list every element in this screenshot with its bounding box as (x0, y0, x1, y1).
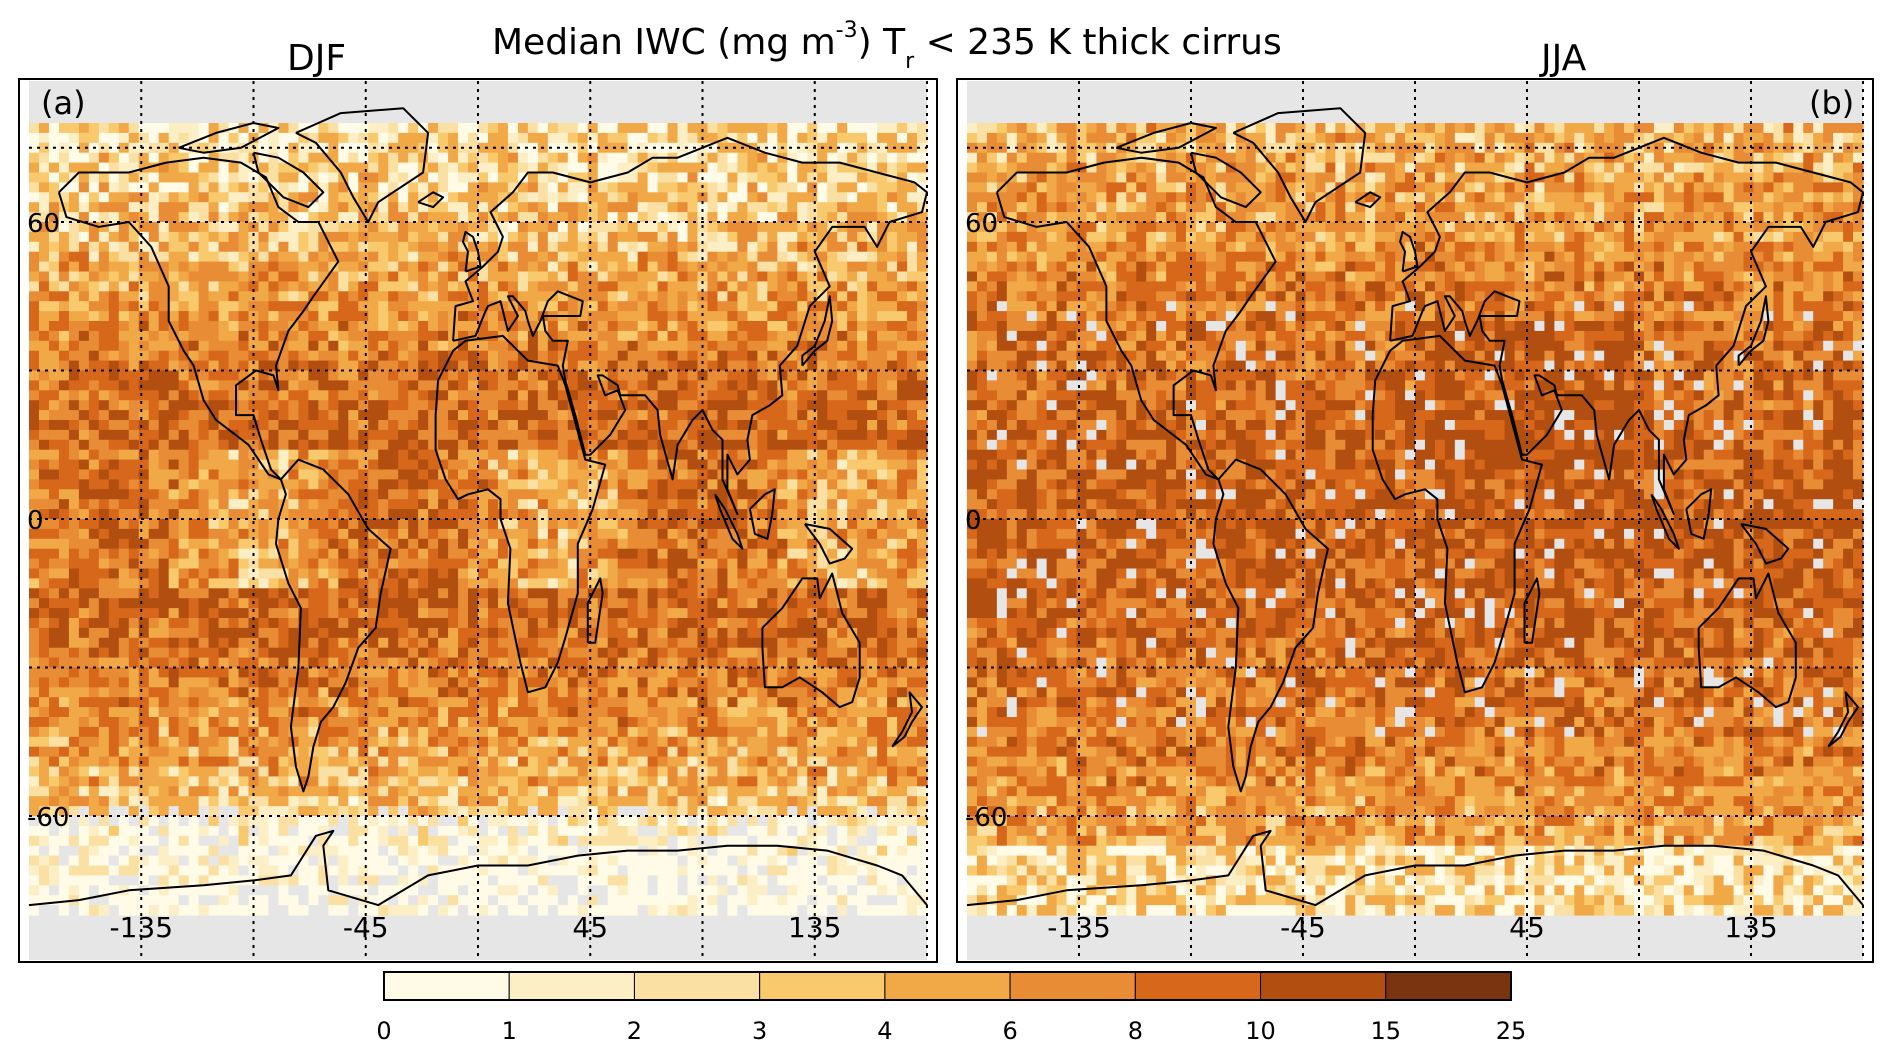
colorbar-swatch (508, 971, 635, 1001)
lon-label: -45 (1280, 911, 1326, 944)
panel-a-title: DJF (287, 38, 347, 79)
colorbar-tick-label: 2 (626, 1017, 643, 1045)
panel-b-title: JJA (1541, 38, 1587, 79)
title-prefix: Median IWC (mg m (492, 22, 836, 63)
title-subscript: r (905, 49, 915, 75)
lat-label: 0 (27, 506, 44, 536)
panel-label: (b) (1809, 84, 1854, 122)
colorbar-tick-label: 15 (1370, 1017, 1402, 1045)
lon-label: 45 (572, 911, 608, 944)
colorbar-tick-label: 3 (752, 1017, 768, 1045)
lat-label: 60 (965, 209, 998, 239)
colorbar-swatch (1009, 971, 1136, 1001)
map-panel-a: 60 0 -60 -135 -45 45 135 (a) (18, 78, 938, 963)
gridlines (967, 81, 1864, 960)
panel-label: (a) (41, 84, 86, 122)
colorbar-tick-label: 0 (376, 1017, 392, 1045)
colorbar-swatch (1134, 971, 1262, 1001)
colorbar-swatch (884, 971, 1011, 1001)
figure-title: Median IWC (mg m-3) Tr < 235 K thick cir… (492, 18, 1282, 74)
title-superscript: -3 (835, 18, 858, 43)
colorbar-tick-label: 4 (877, 1017, 893, 1045)
colorbar-tick-label: 1 (501, 1017, 517, 1045)
lat-label: 60 (27, 209, 60, 239)
lat-label: 0 (965, 506, 982, 536)
title-middle: ) T (857, 22, 906, 63)
lon-label: 45 (1509, 911, 1545, 944)
colorbar-swatch (383, 971, 510, 1001)
lon-label: 135 (1724, 911, 1777, 944)
colorbar-frame (383, 971, 1512, 1001)
colorbar-swatch (759, 971, 886, 1001)
lon-label: 135 (788, 911, 841, 944)
colorbar-swatch (633, 971, 761, 1001)
title-suffix: < 235 K thick cirrus (914, 22, 1282, 63)
iwc-field (29, 123, 928, 916)
colorbar-tick-label: 25 (1495, 1017, 1527, 1045)
lat-label: -60 (965, 803, 1007, 833)
gridlines (29, 81, 928, 960)
lon-label: -45 (343, 911, 389, 944)
colorbar-swatch (1385, 971, 1512, 1001)
lon-label: -135 (1047, 911, 1111, 944)
colorbar-tick-label: 6 (1002, 1017, 1018, 1045)
colorbar-tick-label: 8 (1127, 1017, 1143, 1045)
colorbar-tick-label: 10 (1245, 1017, 1276, 1045)
map-panel-b: 60 0 -60 -135 -45 45 135 (b) (956, 78, 1874, 963)
lon-label: -135 (109, 911, 173, 944)
colorbar-swatch (1260, 971, 1387, 1001)
lat-label: -60 (27, 803, 69, 833)
